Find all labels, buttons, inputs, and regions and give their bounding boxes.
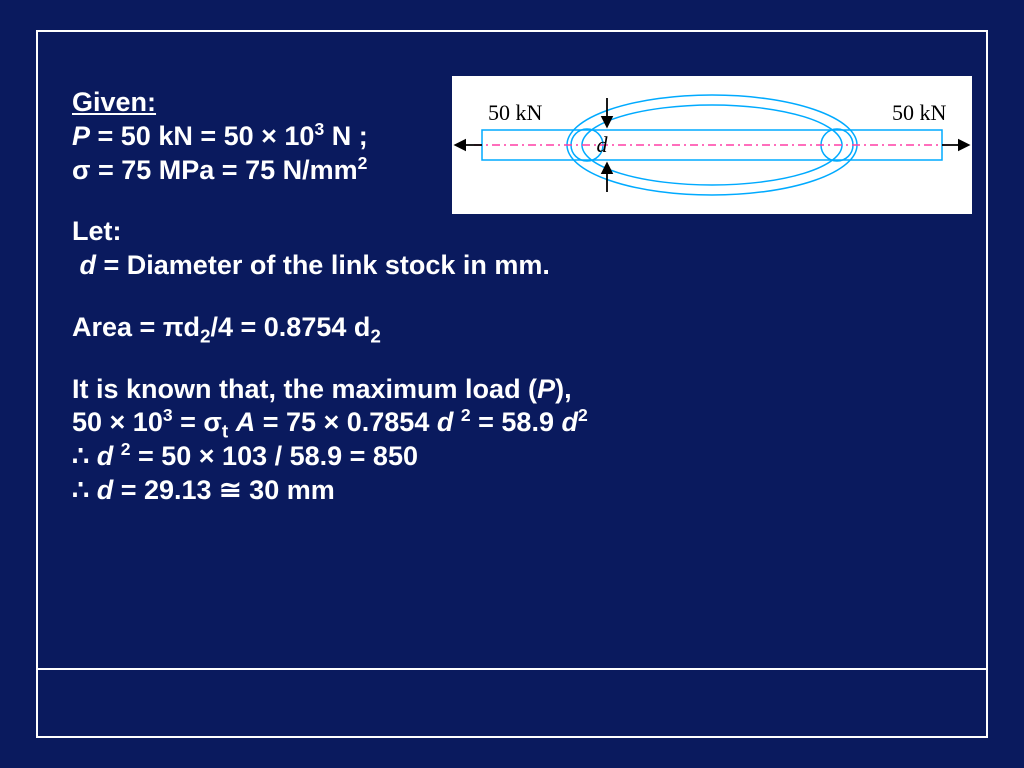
- known-line: It is known that, the maximum load (P),: [72, 373, 952, 407]
- given-heading: Given:: [72, 86, 952, 120]
- d-def-line: d = Diameter of the link stock in mm.: [72, 249, 952, 283]
- eq2: ∴ d 2 = 50 × 103 / 58.9 = 850: [72, 440, 952, 474]
- let-heading: Let:: [72, 215, 952, 249]
- area-line: Area = πd2/4 = 0.8754 d2: [72, 311, 952, 345]
- eq1: 50 × 103 = σt A = 75 × 0.7854 d 2 = 58.9…: [72, 406, 952, 440]
- content-block: Given: P = 50 kN = 50 × 103 N ; σ = 75 M…: [72, 86, 952, 508]
- eq3: ∴ d = 29.13 ≅ 30 mm: [72, 474, 952, 508]
- p-line: P = 50 kN = 50 × 103 N ;: [72, 120, 952, 154]
- sigma-line: σ = 75 MPa = 75 N/mm2: [72, 154, 952, 188]
